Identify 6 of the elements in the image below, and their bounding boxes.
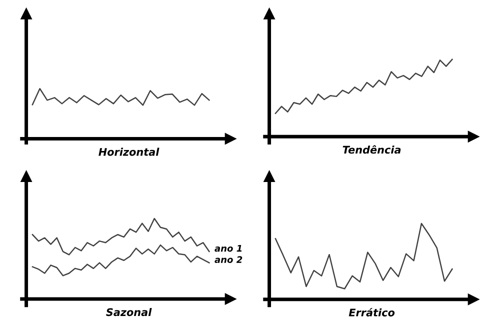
series-label: ano 2: [214, 256, 242, 263]
x-axis-title: Horizontal: [98, 148, 160, 156]
x-axis-title: Tendência: [342, 145, 401, 154]
x-axis-title: Sazonal: [106, 308, 152, 316]
x-axis-title: Errático: [348, 308, 395, 316]
series-label: ano 1: [214, 245, 242, 252]
